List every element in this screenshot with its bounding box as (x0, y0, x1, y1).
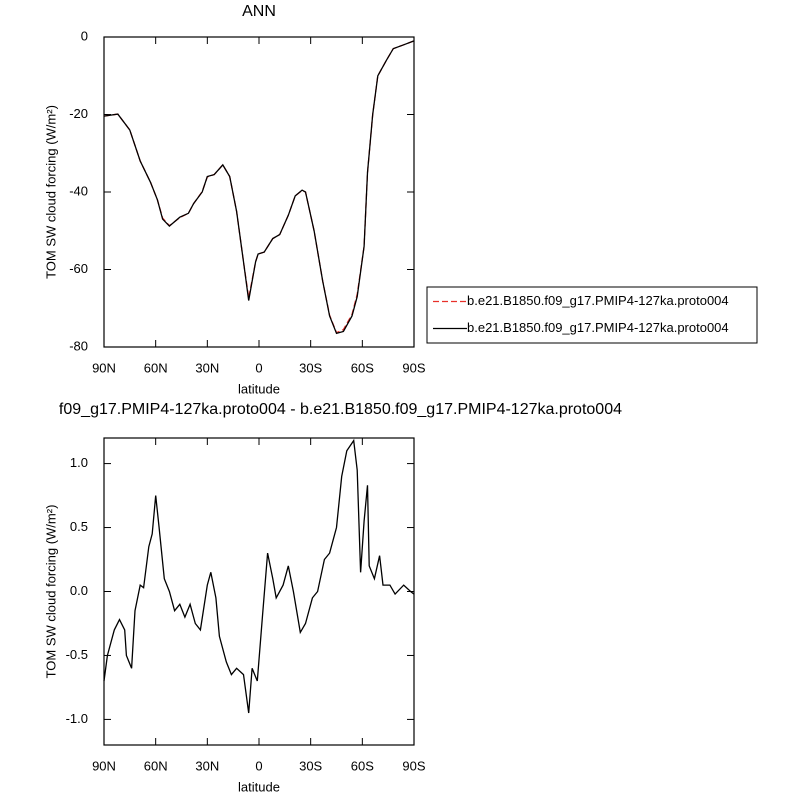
x-tick-label: 90S (402, 758, 425, 773)
data-line (103, 438, 415, 714)
data-line (103, 40, 415, 335)
plot-frame (103, 437, 415, 746)
x-tick-label: 30N (195, 758, 219, 773)
y-tick-label: -20 (69, 106, 88, 121)
y-axis-label: TOM SW cloud forcing (W/m²) (43, 505, 58, 679)
y-tick-label: -80 (69, 338, 88, 353)
y-tick-label: 0 (81, 28, 88, 43)
plot-frame (103, 36, 415, 348)
y-tick-label: -1.0 (66, 711, 88, 726)
x-tick-label: 0 (255, 360, 262, 375)
x-axis-label: latitude (238, 779, 280, 794)
x-tick-label: 60S (351, 360, 374, 375)
x-tick-label: 60S (351, 758, 374, 773)
x-tick-label: 30S (299, 360, 322, 375)
y-tick-label: 1.0 (70, 455, 88, 470)
y-tick-label: -40 (69, 183, 88, 198)
y-tick-label: -60 (69, 261, 88, 276)
x-tick-label: 60N (144, 758, 168, 773)
legend-label: b.e21.B1850.f09_g17.PMIP4-127ka.proto004 (467, 320, 729, 335)
x-tick-label: 30S (299, 758, 322, 773)
y-axis-label: TOM SW cloud forcing (W/m²) (43, 105, 58, 279)
x-tick-label: 60N (144, 360, 168, 375)
x-tick-label: 30N (195, 360, 219, 375)
x-tick-label: 0 (255, 758, 262, 773)
legend-label: b.e21.B1850.f09_g17.PMIP4-127ka.proto004 (467, 293, 729, 308)
x-tick-label: 90N (92, 758, 116, 773)
data-line (103, 40, 415, 334)
x-tick-label: 90N (92, 360, 116, 375)
legend-box (426, 286, 758, 344)
chart-title: f09_g17.PMIP4-127ka.proto004 - b.e21.B18… (59, 401, 622, 418)
y-tick-label: -0.5 (66, 647, 88, 662)
chart-title: ANN (242, 3, 276, 20)
y-tick-label: 0.5 (70, 519, 88, 534)
x-tick-label: 90S (402, 360, 425, 375)
y-tick-label: 0.0 (70, 583, 88, 598)
x-axis-label: latitude (238, 381, 280, 396)
